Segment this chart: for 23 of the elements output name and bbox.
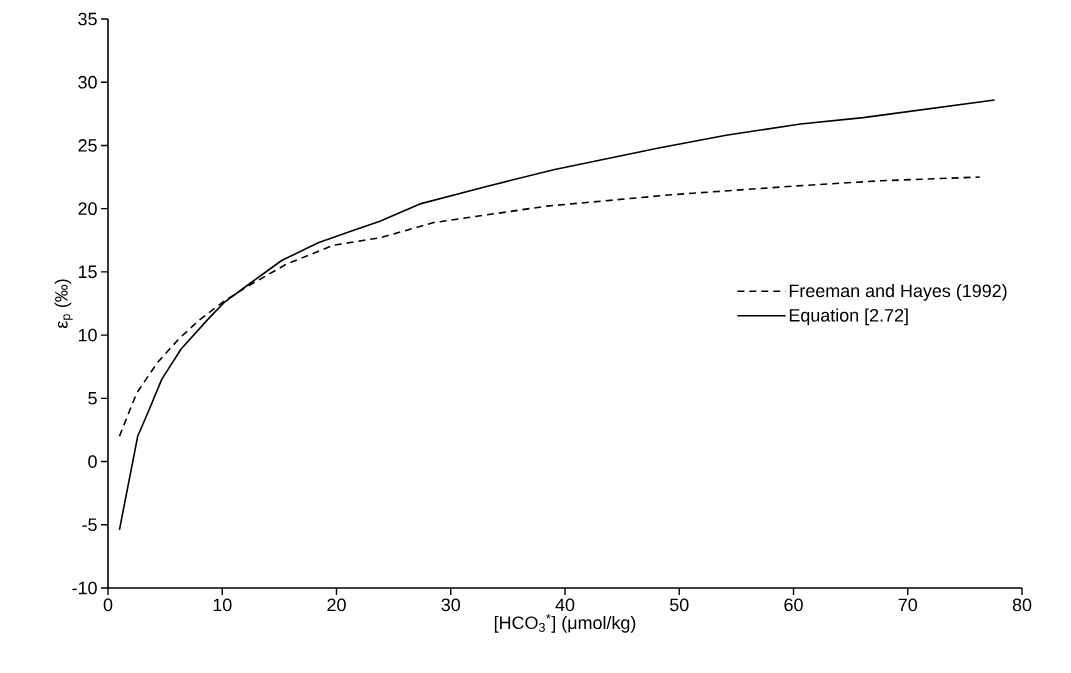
y-tick-label: 10 <box>78 328 97 342</box>
y-tick-label: 0 <box>88 455 97 468</box>
y-tick-label: 25 <box>78 139 97 152</box>
x-tick-label: 10 <box>213 598 232 612</box>
x-tick-label: 0 <box>103 598 113 612</box>
x-axis-title: [HCO$_{3}$$^{*}$] (μmol/kg) <box>494 614 636 633</box>
y-tick-label: 5 <box>88 392 97 405</box>
x-tick-label: 70 <box>898 598 918 612</box>
y-tick-label: 35 <box>78 12 97 26</box>
legend-label: Equation [2.72] <box>789 308 908 326</box>
x-tick-label: 30 <box>441 598 461 612</box>
y-tick-label: 30 <box>78 75 97 89</box>
x-tick-label: 50 <box>670 598 689 612</box>
x-tick-label: 80 <box>1012 598 1032 612</box>
x-tick-label: 20 <box>327 598 346 612</box>
y-tick-label: -5 <box>82 518 97 532</box>
legend-label: Freeman and Hayes (1992) <box>789 284 1007 301</box>
x-tick-label: 60 <box>784 598 803 612</box>
x-tick-label: 40 <box>555 598 575 612</box>
y-tick-label: -10 <box>72 581 97 595</box>
y-tick-label: 15 <box>78 265 97 279</box>
y-axis-title: ε$_{p}$ (‰) <box>54 279 73 329</box>
y-tick-label: 20 <box>78 202 97 216</box>
